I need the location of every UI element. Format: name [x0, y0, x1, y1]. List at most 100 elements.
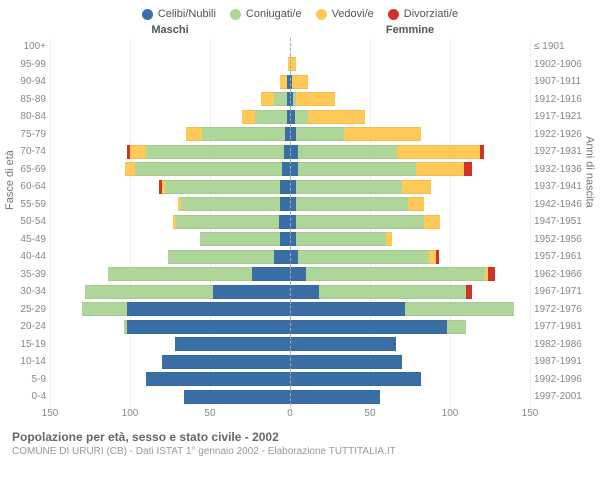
column-headers: Maschi Femmine: [10, 24, 590, 36]
birth-year-label: 1997-2001: [530, 391, 590, 402]
center-axis: [290, 143, 291, 161]
table-row: 90-941907-1911: [10, 73, 590, 91]
row-bars: [50, 196, 530, 214]
age-label: 0-4: [10, 391, 50, 402]
female-bar: [290, 161, 530, 179]
bar-segment: [290, 372, 421, 386]
age-label: 80-84: [10, 111, 50, 122]
age-label: 15-19: [10, 339, 50, 350]
bar-segment: [279, 215, 290, 229]
male-bar: [50, 283, 290, 301]
age-label: 5-9: [10, 374, 50, 385]
row-bars: [50, 38, 530, 56]
bar-segment: [175, 337, 290, 351]
bar-segment: [295, 110, 308, 124]
bar-segment: [146, 145, 284, 159]
female-bar: [290, 126, 530, 144]
plot-area: Fasce di età Anni di nascita 100+≤ 19019…: [10, 38, 590, 406]
table-row: 5-91992-1996: [10, 371, 590, 389]
male-bar: [50, 336, 290, 354]
bar-segment: [127, 302, 290, 316]
row-bars: [50, 161, 530, 179]
female-bar: [290, 56, 530, 74]
table-row: 55-591942-1946: [10, 196, 590, 214]
male-bar: [50, 231, 290, 249]
row-bars: [50, 388, 530, 406]
row-bars: [50, 353, 530, 371]
birth-year-label: 1912-1916: [530, 94, 590, 105]
table-row: 20-241977-1981: [10, 318, 590, 336]
center-axis: [290, 91, 291, 109]
legend-item: Coniugati/e: [230, 8, 302, 20]
male-bar: [50, 38, 290, 56]
bar-segment: [202, 127, 285, 141]
bar-segment: [319, 285, 466, 299]
male-header: Maschi: [50, 24, 290, 36]
female-bar: [290, 143, 530, 161]
bar-segment: [464, 162, 472, 176]
birth-year-label: 1917-1921: [530, 111, 590, 122]
row-bars: [50, 126, 530, 144]
birth-year-label: 1977-1981: [530, 321, 590, 332]
male-bar: [50, 371, 290, 389]
bar-segment: [308, 110, 366, 124]
bar-segment: [176, 215, 278, 229]
bar-segment: [135, 162, 282, 176]
birth-year-label: 1957-1961: [530, 251, 590, 262]
female-bar: [290, 388, 530, 406]
bar-segment: [290, 337, 396, 351]
row-bars: [50, 91, 530, 109]
bar-segment: [436, 250, 439, 264]
bar-segment: [408, 197, 424, 211]
male-bar: [50, 388, 290, 406]
female-bar: [290, 248, 530, 266]
bar-segment: [447, 320, 466, 334]
age-label: 50-54: [10, 216, 50, 227]
legend-swatch: [316, 9, 327, 20]
birth-year-label: 1907-1911: [530, 76, 590, 87]
center-axis: [290, 301, 291, 319]
row-bars: [50, 143, 530, 161]
bar-segment: [242, 110, 255, 124]
female-bar: [290, 231, 530, 249]
bar-segment: [290, 355, 402, 369]
birth-year-label: 1987-1991: [530, 356, 590, 367]
bar-segment: [296, 92, 334, 106]
table-row: 30-341967-1971: [10, 283, 590, 301]
female-bar: [290, 196, 530, 214]
bar-segment: [466, 285, 472, 299]
bar-segment: [146, 372, 290, 386]
age-label: 100+: [10, 41, 50, 52]
male-bar: [50, 161, 290, 179]
row-bars: [50, 266, 530, 284]
female-bar: [290, 266, 530, 284]
legend-swatch: [142, 9, 153, 20]
row-bars: [50, 213, 530, 231]
center-axis: [290, 196, 291, 214]
footer-subtitle: COMUNE DI URURI (CB) - Dati ISTAT 1° gen…: [12, 446, 588, 457]
center-axis: [290, 266, 291, 284]
male-bar: [50, 301, 290, 319]
age-label: 40-44: [10, 251, 50, 262]
male-bar: [50, 143, 290, 161]
table-row: 35-391962-1966: [10, 266, 590, 284]
male-bar: [50, 73, 290, 91]
legend: Celibi/NubiliConiugati/eVedovi/eDivorzia…: [10, 8, 590, 20]
x-tick-label: 0: [287, 408, 293, 419]
x-tick-label: 100: [122, 408, 139, 419]
center-axis: [290, 108, 291, 126]
female-bar: [290, 108, 530, 126]
bar-segment: [296, 215, 424, 229]
legend-swatch: [230, 9, 241, 20]
bar-segment: [488, 267, 494, 281]
male-bar: [50, 108, 290, 126]
row-bars: [50, 231, 530, 249]
female-bar: [290, 283, 530, 301]
center-axis: [290, 161, 291, 179]
legend-label: Divorziati/e: [404, 8, 458, 20]
table-row: 40-44 1957-1961: [10, 248, 590, 266]
bar-segment: [424, 215, 440, 229]
bar-segment: [416, 162, 464, 176]
male-bar: [50, 213, 290, 231]
bar-segment: [306, 267, 485, 281]
